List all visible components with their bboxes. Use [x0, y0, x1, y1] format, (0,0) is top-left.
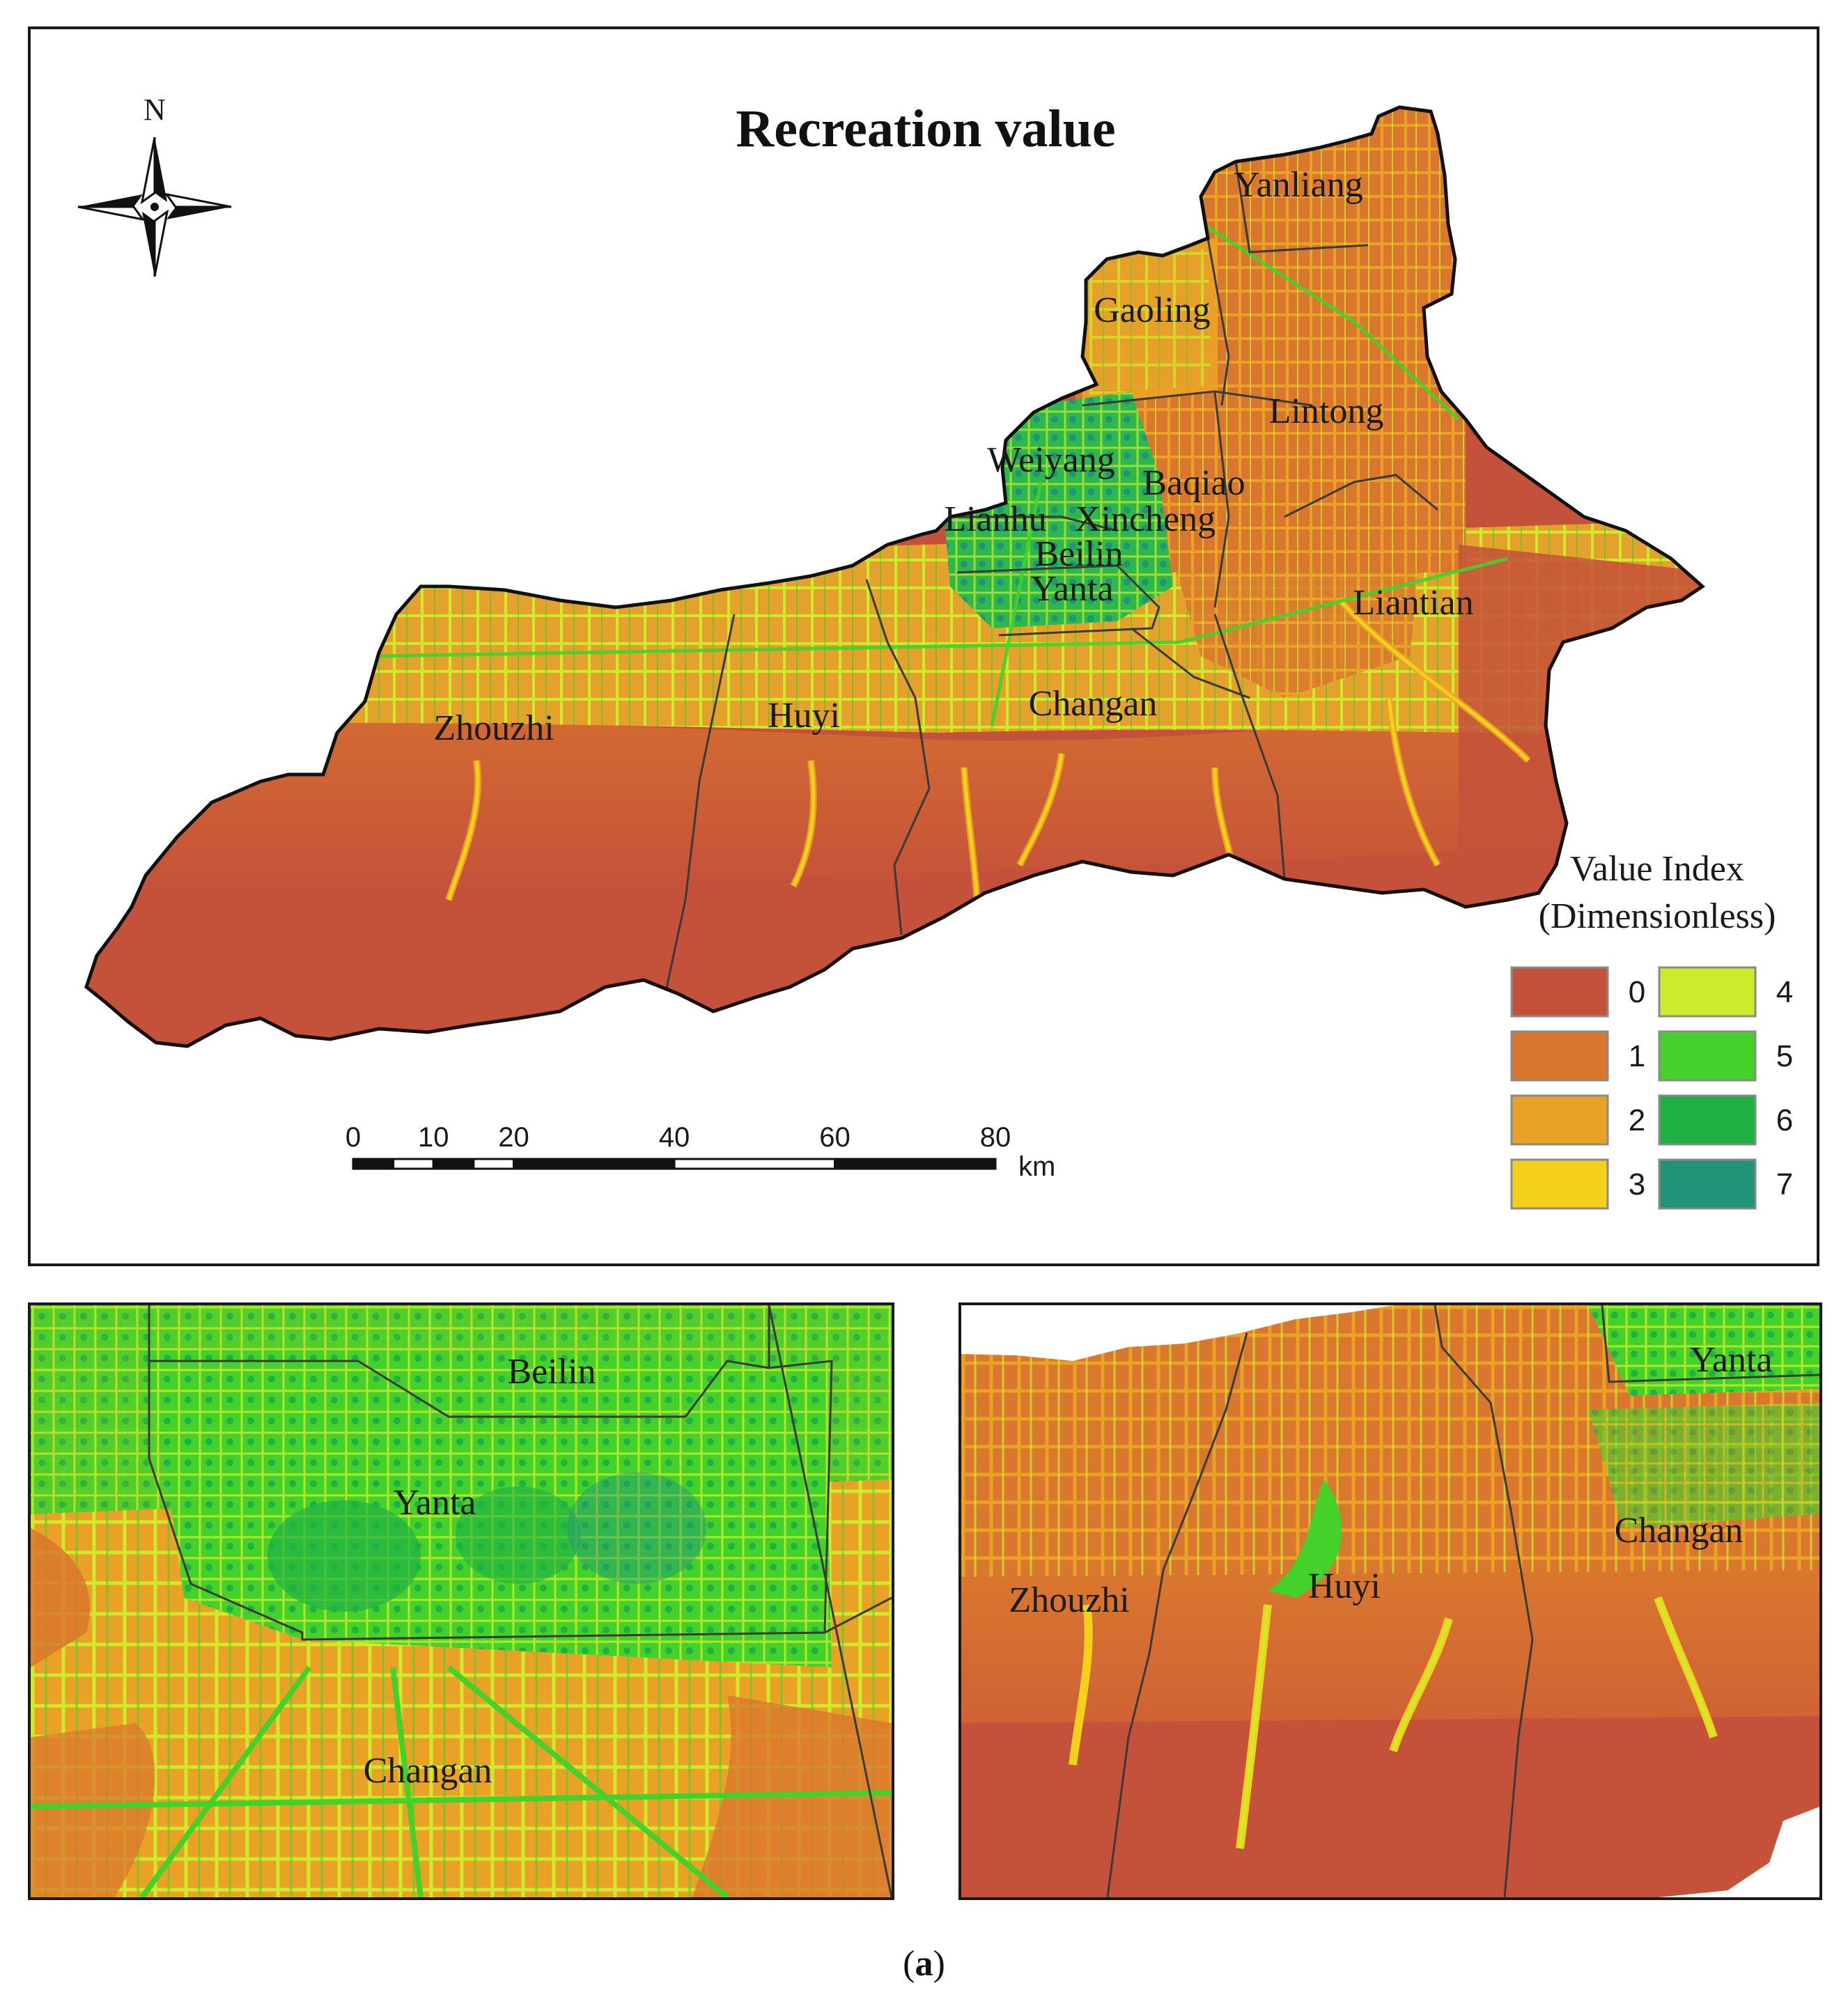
- legend-label-7: 7: [1776, 1167, 1793, 1201]
- legend-swatch-7: [1658, 1158, 1757, 1210]
- label-yanta: Yanta: [1031, 569, 1114, 609]
- inset-left-label-yanta: Yanta: [394, 1483, 476, 1523]
- scale-unit: km: [1018, 1151, 1055, 1182]
- inset-map-city-center: Beilin Yanta Changan: [28, 1302, 894, 1900]
- figure-caption: (a): [0, 1943, 1848, 1984]
- scale-segment: [673, 1158, 836, 1170]
- scale-tick-label: 60: [819, 1122, 851, 1153]
- legend-swatch-3: [1510, 1158, 1609, 1210]
- scale-tick-label: 40: [659, 1122, 690, 1153]
- legend-label-2: 2: [1629, 1103, 1645, 1137]
- scale-segment: [472, 1158, 515, 1170]
- label-beilin: Beilin: [1034, 534, 1123, 574]
- legend-label-1: 1: [1629, 1039, 1645, 1073]
- scale-segment: [834, 1158, 997, 1170]
- caption-open: (: [903, 1944, 915, 1984]
- inset-right-label-zhouzhi: Zhouzhi: [1009, 1580, 1129, 1620]
- legend-label-0: 0: [1629, 975, 1645, 1009]
- label-baqiao: Baqiao: [1142, 463, 1245, 503]
- legend-label-6: 6: [1776, 1103, 1793, 1137]
- scale-tick-label: 0: [345, 1122, 361, 1153]
- legend: Value Index (Dimensionless) 0 1 2 3 4 5 6 7: [1510, 849, 1793, 1210]
- scale-segment: [513, 1158, 676, 1170]
- north-label: N: [143, 93, 166, 127]
- inset-right-label-yanta: Yanta: [1690, 1340, 1773, 1380]
- scale-segment: [432, 1158, 475, 1170]
- label-zhouzhi: Zhouzhi: [433, 708, 554, 748]
- legend-label-3: 3: [1629, 1167, 1645, 1201]
- label-lintong: Lintong: [1269, 391, 1384, 431]
- scale-segment: [352, 1158, 395, 1170]
- legend-swatch-6: [1658, 1094, 1757, 1146]
- scale-segment: [392, 1158, 435, 1170]
- scale-tick-label: 80: [980, 1122, 1011, 1153]
- legend-label-4: 4: [1776, 975, 1793, 1009]
- label-huyi: Huyi: [768, 696, 840, 736]
- north-arrow-icon: [77, 137, 232, 277]
- scale-tick-label: 10: [418, 1122, 449, 1153]
- legend-title-line2: (Dimensionless): [1539, 896, 1776, 936]
- legend-swatch-0: [1510, 966, 1609, 1018]
- label-gaoling: Gaoling: [1094, 290, 1211, 330]
- label-lianhu: Lianhu: [944, 499, 1046, 539]
- label-weiyang: Weiyang: [987, 440, 1115, 480]
- label-liantian: Liantian: [1353, 583, 1473, 623]
- main-map-canvas: Recreation value N: [77, 93, 1793, 1210]
- inset-right-label-changan: Changan: [1615, 1511, 1744, 1550]
- legend-label-5: 5: [1776, 1039, 1793, 1073]
- inset-left-label-beilin: Beilin: [507, 1352, 596, 1392]
- legend-swatch-1: [1510, 1030, 1609, 1082]
- legend-swatch-5: [1658, 1030, 1757, 1082]
- inset-left-label-changan: Changan: [364, 1751, 492, 1791]
- study-area-boundary: [84, 105, 1706, 1048]
- caption-close: ): [933, 1944, 945, 1984]
- scale-tick-label: 20: [498, 1122, 529, 1153]
- inset-left-canvas: Beilin Yanta Changan: [31, 1305, 892, 1897]
- main-map-panel: Recreation value N: [28, 26, 1819, 1266]
- label-xincheng: Xincheng: [1075, 499, 1216, 539]
- label-yanliang: Yanliang: [1234, 165, 1362, 205]
- inset-map-south-foothills: Yanta Changan Zhouzhi Huyi: [958, 1302, 1822, 1900]
- label-changan: Changan: [1029, 684, 1158, 724]
- inset-right-label-huyi: Huyi: [1308, 1566, 1381, 1606]
- map-title: Recreation value: [736, 100, 1115, 158]
- caption-letter: a: [915, 1944, 933, 1984]
- legend-swatch-2: [1510, 1094, 1609, 1146]
- legend-title-line1: Value Index: [1570, 849, 1744, 889]
- scale-bar: 0 10 20 40 60 80 km: [345, 1122, 1055, 1182]
- inset-right-canvas: Yanta Changan Zhouzhi Huyi: [961, 1305, 1819, 1897]
- legend-swatch-4: [1658, 966, 1757, 1018]
